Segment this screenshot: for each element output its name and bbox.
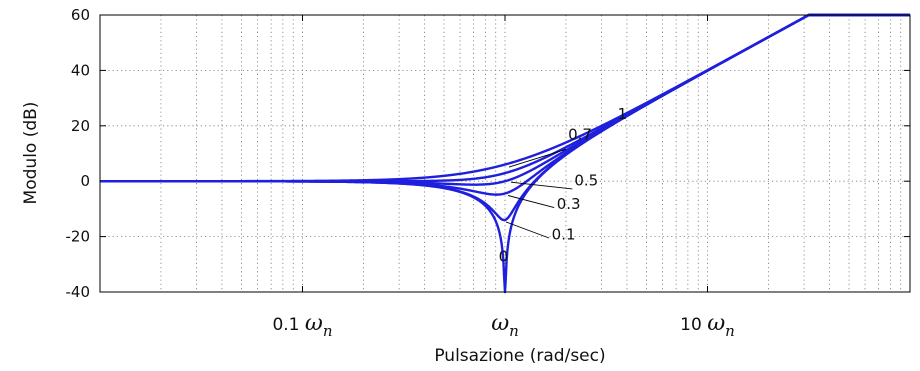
y-tick-label: -20 [66,228,91,246]
y-tick-label: 0 [80,172,90,190]
y-axis-title: Modulo (dB) [21,102,41,205]
y-tick-label: 20 [71,117,90,135]
annotation-zeta-0-7: 0.7 [568,126,592,144]
y-tick-label: -40 [66,283,91,301]
x-tick-label: ωn [491,311,519,340]
annotation-zeta-0-3: 0.3 [557,195,581,213]
y-tick-label: 60 [71,6,90,24]
plot-frame [99,14,911,293]
annotation-zeta-0: 0 [499,248,509,266]
annotation-arrow [510,181,573,190]
annotation-zeta-0-5: 0.5 [574,171,598,189]
x-tick-labels: 0.1 ωn ωn 10 ωn [272,311,734,340]
annotation-arrow [508,148,567,168]
series-line-zeta-1 [99,13,911,183]
y-tick-labels: 60 40 20 0 -20 -40 [66,6,91,301]
x-tick-label: 10 ωn [680,311,735,340]
x-axis-title: Pulsazione (rad/sec) [434,346,605,366]
annotation-arrow [507,195,555,208]
annotations: 1 0.7 0.5 0.3 0.1 0 [499,105,628,266]
annotation-zeta-0-1: 0.1 [552,225,576,243]
annotation-arrow [505,221,550,239]
plot-background [100,15,910,292]
annotation-zeta-1: 1 [618,105,628,123]
y-tick-label: 40 [71,61,90,79]
x-tick-label: 0.1 ωn [272,311,332,340]
